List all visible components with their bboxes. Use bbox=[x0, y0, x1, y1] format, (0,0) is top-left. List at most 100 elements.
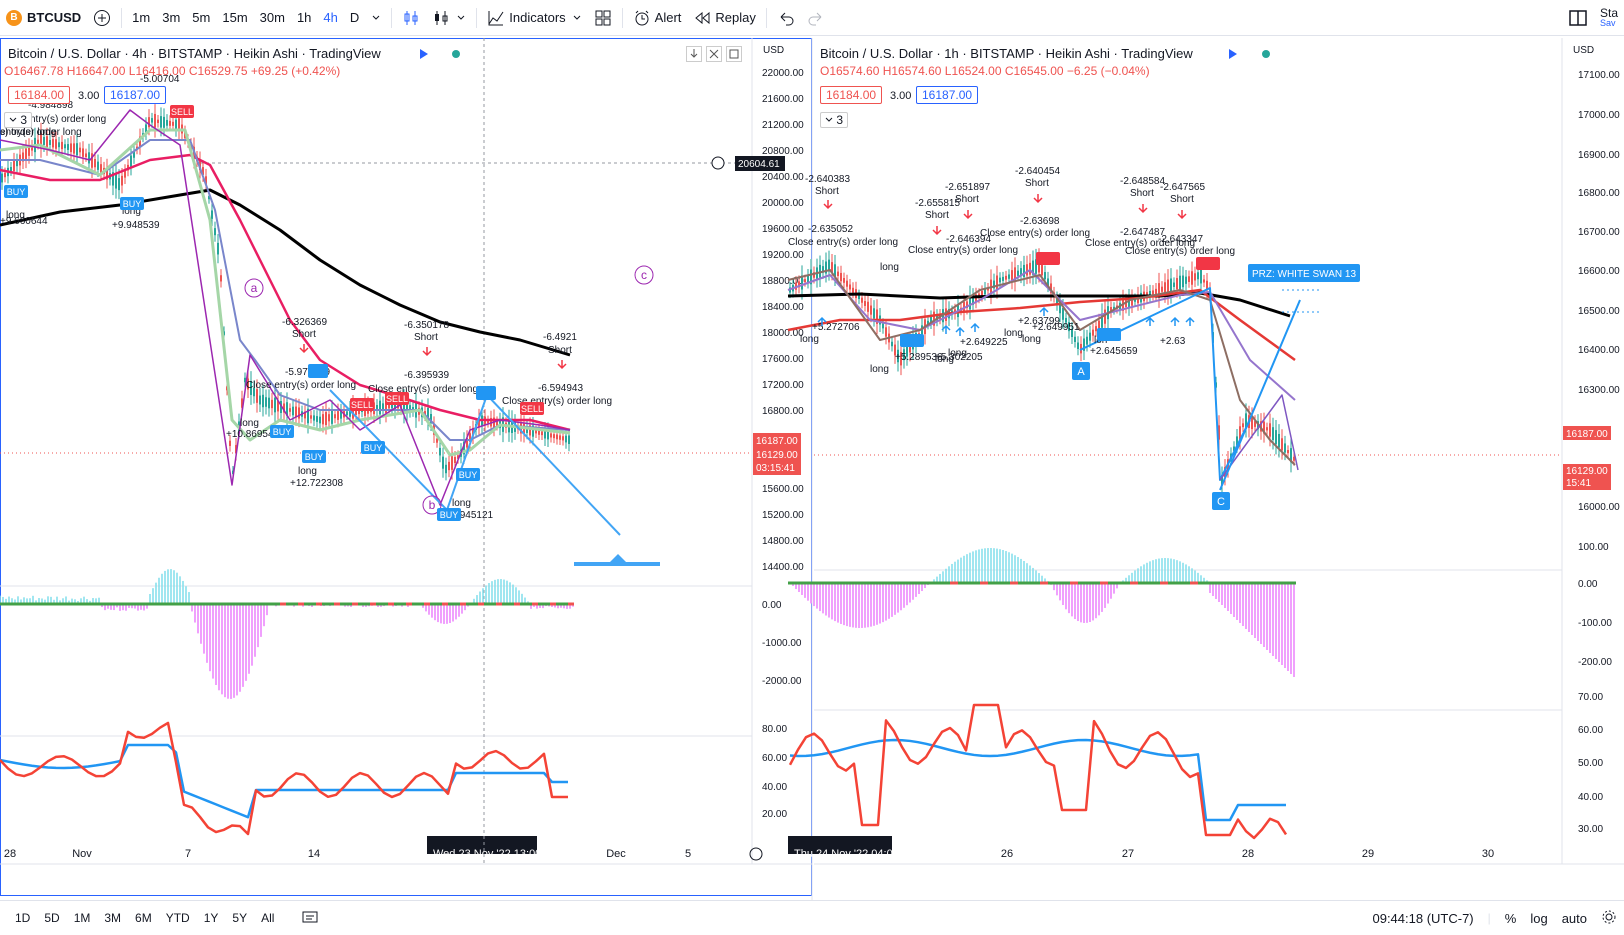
save-button[interactable]: Sta Sav bbox=[1594, 0, 1624, 36]
pane-settings-gear-icon[interactable] bbox=[749, 847, 763, 861]
right-candle-body bbox=[1068, 322, 1070, 332]
right-time-cursor-label: Thu 24 Nov '22 04:00 bbox=[794, 848, 899, 860]
right-legend-collapse[interactable]: 3 bbox=[820, 112, 849, 128]
right-candle-body bbox=[1221, 474, 1223, 486]
timeframe-dropdown[interactable] bbox=[365, 0, 387, 36]
add-level-plus-icon[interactable] bbox=[711, 156, 725, 170]
separator bbox=[391, 7, 393, 28]
right-candle-body bbox=[1170, 278, 1172, 294]
right-trade-annotation: +2.645659 bbox=[1090, 346, 1138, 357]
range-5d[interactable]: 5D bbox=[44, 911, 60, 925]
layout-select-button[interactable] bbox=[1562, 0, 1594, 36]
download-icon[interactable] bbox=[686, 46, 702, 62]
right-candle-body bbox=[873, 308, 875, 319]
right-trade-annotation: -2.647487 bbox=[1120, 227, 1165, 238]
range-3m[interactable]: 3M bbox=[104, 911, 122, 925]
right-candle-body bbox=[1062, 307, 1064, 320]
left-candle-body bbox=[394, 400, 396, 411]
right-time-label: 29 bbox=[1362, 848, 1374, 860]
undo-button[interactable] bbox=[771, 0, 801, 36]
left-currency-label[interactable]: USD bbox=[763, 45, 785, 56]
goto-date-button[interactable] bbox=[295, 910, 325, 927]
chart-style-button[interactable] bbox=[426, 0, 472, 36]
auto-toggle[interactable]: auto bbox=[1561, 910, 1587, 926]
range-1d[interactable]: 1D bbox=[15, 911, 31, 925]
left-price-label: 21600.00 bbox=[762, 94, 804, 105]
range-5y[interactable]: 5Y bbox=[232, 911, 248, 925]
right-candle-body bbox=[1005, 275, 1007, 280]
redo-button[interactable] bbox=[801, 0, 831, 36]
chevron-down-icon bbox=[9, 117, 17, 122]
right-candle-body bbox=[882, 323, 884, 329]
right-candle-body bbox=[1191, 271, 1193, 285]
left-trade-annotation: -6.350178 bbox=[404, 320, 449, 331]
prz-label: PRZ: WHITE SWAN 13 bbox=[1252, 269, 1357, 280]
replay-button[interactable]: Replay bbox=[687, 0, 761, 36]
left-candle-body bbox=[568, 435, 570, 445]
right-candle-body bbox=[858, 294, 860, 300]
right-candle-body bbox=[801, 275, 803, 290]
right-price-label: 16000.00 bbox=[1578, 502, 1620, 513]
right-candle-body bbox=[843, 278, 845, 283]
chevron-down-icon bbox=[372, 15, 380, 20]
timeframe-15m[interactable]: 15m bbox=[222, 10, 248, 25]
timeframe-4h[interactable]: 4h bbox=[323, 10, 338, 25]
right-trade-annotation: -2.63698 bbox=[1020, 216, 1060, 227]
log-toggle[interactable]: log bbox=[1530, 910, 1548, 926]
right-currency-label[interactable]: USD bbox=[1573, 45, 1595, 56]
grid-layout-icon bbox=[595, 10, 611, 25]
settings-button[interactable] bbox=[1594, 909, 1624, 928]
left-sell-price[interactable]: 16184.00 bbox=[8, 86, 71, 104]
maximize-icon[interactable] bbox=[726, 46, 742, 62]
left-candle-body bbox=[547, 430, 549, 440]
range-ytd[interactable]: YTD bbox=[165, 911, 190, 925]
close-icon[interactable] bbox=[706, 46, 722, 62]
timeframe-1h[interactable]: 1h bbox=[296, 10, 312, 25]
right-candle-body bbox=[1179, 275, 1181, 290]
timeframe-1m[interactable]: 1m bbox=[132, 10, 151, 25]
right-buy-price[interactable]: 16187.00 bbox=[916, 86, 979, 104]
range-1y[interactable]: 1Y bbox=[203, 911, 219, 925]
left-candle-body bbox=[328, 414, 330, 422]
range-all[interactable]: All bbox=[261, 911, 275, 925]
right-trade-annotation: Close entry(s) order long bbox=[1125, 246, 1235, 257]
clock[interactable]: 09:44:18 (UTC-7) bbox=[1372, 910, 1474, 926]
left-legend-collapse[interactable]: 3 bbox=[4, 112, 33, 128]
indicators-button[interactable]: Indicators bbox=[481, 0, 587, 36]
timeframe-3m[interactable]: 3m bbox=[162, 10, 181, 25]
layouts-button[interactable] bbox=[588, 0, 618, 36]
left-candle-body bbox=[232, 470, 234, 474]
right-candle-body bbox=[870, 305, 872, 315]
right-qty[interactable]: 3.00 bbox=[890, 90, 912, 102]
timeframe-d[interactable]: D bbox=[349, 10, 360, 25]
right-candle-body bbox=[996, 275, 998, 289]
right-trade-annotation: long bbox=[948, 348, 967, 359]
charts-canvas[interactable]: 22000.00 21600.00 21200.00 20800.00 20400.00… bbox=[0, 36, 1624, 900]
left-buy-price[interactable]: 16187.00 bbox=[104, 86, 167, 104]
alert-button[interactable]: Alert bbox=[627, 0, 688, 36]
timeframe-5m[interactable]: 5m bbox=[192, 10, 211, 25]
crosshair-price-box bbox=[735, 156, 785, 171]
left-candle-body bbox=[316, 416, 318, 422]
left-pane-controls bbox=[686, 46, 742, 62]
right-candle-body bbox=[1239, 426, 1241, 440]
percent-toggle[interactable]: % bbox=[1504, 910, 1517, 926]
left-candle-body bbox=[97, 161, 99, 170]
right-sell-price[interactable]: 16184.00 bbox=[820, 86, 883, 104]
left-candle-body bbox=[64, 144, 66, 149]
left-trade-annotation: Short bbox=[548, 345, 572, 356]
add-symbol-button[interactable] bbox=[87, 0, 117, 36]
timeframe-30m[interactable]: 30m bbox=[259, 10, 285, 25]
right-candle-body bbox=[1167, 279, 1169, 295]
right-candle-body bbox=[1275, 430, 1277, 445]
indicator-count: 3 bbox=[20, 113, 28, 127]
right-candle-body bbox=[1029, 262, 1031, 275]
save-top-label: Sta bbox=[1599, 6, 1618, 20]
symbol-search[interactable]: B BTCUSD bbox=[0, 0, 87, 36]
left-price-label: 18400.00 bbox=[762, 302, 804, 313]
right-candle-body bbox=[1020, 268, 1022, 277]
chart-type-button[interactable] bbox=[396, 0, 426, 36]
range-6m[interactable]: 6M bbox=[135, 911, 152, 925]
range-1m[interactable]: 1M bbox=[73, 911, 91, 925]
left-qty[interactable]: 3.00 bbox=[78, 90, 100, 102]
